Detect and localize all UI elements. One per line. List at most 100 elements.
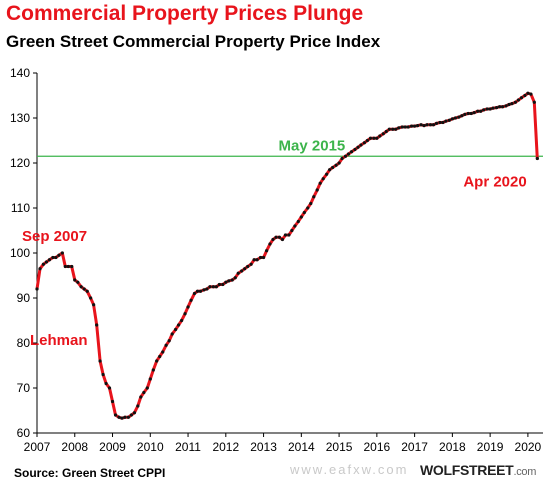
data-point (195, 289, 200, 293)
data-point (510, 102, 514, 106)
data-point (89, 296, 93, 300)
data-point (148, 377, 152, 381)
chart-subtitle: Green Street Commercial Property Price I… (6, 32, 381, 51)
brand-domain: .com (513, 466, 537, 478)
data-point (485, 107, 489, 111)
data-point (469, 111, 473, 116)
data-point (409, 124, 414, 128)
watermark-text: www.eafxw.com (290, 462, 409, 477)
data-point (453, 116, 457, 120)
data-point (365, 138, 370, 143)
x-tick-label: 2009 (99, 440, 126, 454)
data-point (519, 96, 524, 100)
data-point (255, 258, 259, 262)
data-point (123, 415, 127, 419)
data-point (460, 114, 464, 118)
data-point (221, 282, 225, 287)
data-point (397, 126, 401, 130)
data-point (321, 177, 325, 181)
data-point (158, 354, 162, 359)
x-tick-label: 2017 (401, 440, 428, 454)
data-point (142, 390, 146, 395)
annotation-label: May 2015 (279, 137, 346, 154)
data-point (293, 224, 297, 228)
data-point (44, 260, 49, 264)
x-tick-label: 2016 (363, 440, 390, 454)
data-point (359, 143, 363, 147)
data-point (504, 104, 508, 108)
data-point (170, 332, 174, 336)
data-point (180, 318, 184, 323)
data-point (513, 100, 518, 104)
data-point (488, 107, 492, 111)
data-point (132, 411, 137, 415)
data-point (482, 108, 486, 112)
data-point (497, 105, 502, 109)
data-point (302, 210, 306, 215)
data-point (315, 188, 319, 192)
data-point (164, 343, 168, 347)
data-point (318, 181, 322, 185)
data-point (214, 285, 218, 289)
data-point (155, 359, 159, 363)
data-point (416, 124, 420, 128)
data-point (73, 278, 77, 282)
x-tick-label: 2010 (137, 440, 164, 454)
annotation-label: Lehman (30, 332, 88, 349)
data-point (403, 125, 407, 129)
data-point (117, 415, 121, 419)
data-point (60, 251, 64, 255)
data-point (507, 102, 511, 107)
x-tick-label: 2007 (24, 440, 51, 454)
data-point (378, 134, 382, 138)
data-point (63, 264, 67, 269)
annotation-label: Sep 2007 (22, 228, 87, 245)
data-point (104, 381, 108, 386)
data-point (236, 271, 240, 275)
data-point (428, 123, 433, 127)
data-point (177, 323, 181, 327)
x-tick-label: 2011 (175, 440, 201, 454)
data-point (136, 404, 140, 408)
data-point (271, 237, 275, 242)
data-point (277, 235, 282, 239)
data-point (268, 242, 272, 246)
data-point (35, 287, 39, 291)
data-point (340, 156, 344, 161)
y-tick-label: 90 (17, 291, 31, 305)
x-tick-label: 2015 (326, 440, 353, 454)
data-point (479, 109, 483, 113)
data-point (447, 118, 451, 122)
data-point (349, 150, 354, 154)
data-point (441, 120, 445, 125)
data-point (381, 132, 385, 136)
data-point (110, 399, 115, 404)
data-point (280, 237, 285, 242)
data-point (120, 416, 124, 420)
data-point (47, 258, 52, 262)
data-point (419, 123, 423, 127)
data-point (343, 154, 348, 158)
data-point (290, 228, 294, 233)
data-point (173, 327, 178, 332)
data-point (463, 112, 467, 116)
data-point (431, 123, 436, 127)
data-point (353, 147, 357, 152)
data-point (400, 125, 404, 129)
data-point (51, 255, 55, 260)
data-point (208, 285, 212, 289)
y-tick-label: 130 (10, 111, 30, 125)
data-point (161, 350, 165, 354)
data-point (76, 280, 80, 284)
x-tick-label: 2012 (212, 440, 239, 454)
data-point (151, 368, 155, 372)
data-point (491, 106, 495, 110)
data-point (516, 98, 521, 102)
data-point (372, 136, 376, 140)
source-note: Source: Green Street CPPI (14, 466, 166, 480)
data-point (217, 282, 221, 287)
data-point (249, 262, 253, 266)
data-point (233, 276, 237, 280)
data-point (494, 106, 499, 110)
data-point (283, 233, 288, 237)
